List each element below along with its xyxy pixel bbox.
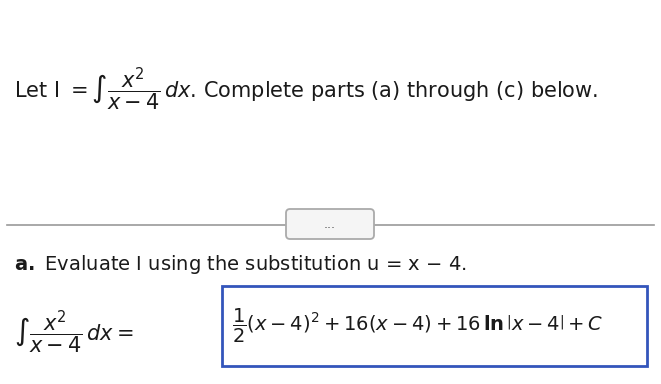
- FancyBboxPatch shape: [222, 286, 647, 366]
- Text: $\mathbf{a.}$ Evaluate I using the substitution u = x $-$ 4.: $\mathbf{a.}$ Evaluate I using the subst…: [14, 253, 467, 275]
- FancyBboxPatch shape: [286, 209, 374, 239]
- Text: $\int \dfrac{x^2}{x-4}\,dx =$: $\int \dfrac{x^2}{x-4}\,dx =$: [14, 308, 134, 356]
- Text: ...: ...: [324, 217, 336, 230]
- Text: $\dfrac{1}{2}(x-4)^2 + 16(x-4) + 16\,\mathbf{ln}\,\left|x-4\right| + C$: $\dfrac{1}{2}(x-4)^2 + 16(x-4) + 16\,\ma…: [232, 307, 603, 345]
- Text: Let I $= \int \dfrac{x^2}{x-4}\,dx$. Complete parts (a) through (c) below.: Let I $= \int \dfrac{x^2}{x-4}\,dx$. Com…: [14, 65, 598, 113]
